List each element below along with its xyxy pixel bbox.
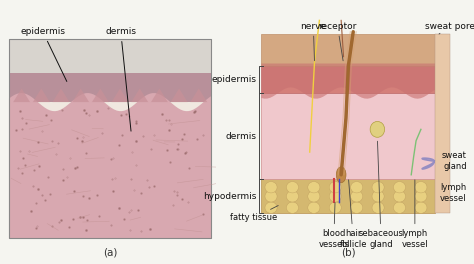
Ellipse shape xyxy=(336,167,346,183)
Circle shape xyxy=(265,202,277,213)
Circle shape xyxy=(372,191,384,202)
FancyBboxPatch shape xyxy=(261,93,436,179)
Circle shape xyxy=(372,182,384,193)
Text: (b): (b) xyxy=(341,247,356,257)
Ellipse shape xyxy=(370,121,385,137)
Polygon shape xyxy=(131,88,148,102)
FancyBboxPatch shape xyxy=(261,179,436,213)
Circle shape xyxy=(265,191,277,202)
Circle shape xyxy=(329,191,341,202)
Circle shape xyxy=(265,182,277,193)
Circle shape xyxy=(351,182,363,193)
Polygon shape xyxy=(92,88,109,102)
Text: dermis: dermis xyxy=(105,27,136,131)
FancyBboxPatch shape xyxy=(9,39,211,75)
Polygon shape xyxy=(261,64,436,99)
Circle shape xyxy=(286,202,299,213)
Circle shape xyxy=(308,182,320,193)
Text: sweat
gland: sweat gland xyxy=(442,152,467,171)
Circle shape xyxy=(351,202,363,213)
FancyBboxPatch shape xyxy=(9,39,211,238)
Text: nerve: nerve xyxy=(300,22,327,61)
Polygon shape xyxy=(171,88,188,102)
FancyBboxPatch shape xyxy=(261,66,436,93)
Text: fatty tissue: fatty tissue xyxy=(230,206,278,222)
Polygon shape xyxy=(151,88,168,102)
Text: lymph
vessel: lymph vessel xyxy=(401,180,428,249)
Circle shape xyxy=(372,202,384,213)
Text: epidermis: epidermis xyxy=(20,27,67,82)
Circle shape xyxy=(329,202,341,213)
Text: (a): (a) xyxy=(103,247,118,257)
Text: receptor: receptor xyxy=(319,22,357,61)
Text: dermis: dermis xyxy=(226,132,256,141)
Circle shape xyxy=(393,191,406,202)
Text: sebaceous
gland: sebaceous gland xyxy=(359,141,403,249)
Circle shape xyxy=(308,202,320,213)
Circle shape xyxy=(308,191,320,202)
Text: hypodermis: hypodermis xyxy=(203,192,256,201)
Polygon shape xyxy=(53,88,69,102)
Polygon shape xyxy=(33,88,50,102)
Circle shape xyxy=(415,191,427,202)
Polygon shape xyxy=(13,88,30,102)
Text: sweat pore: sweat pore xyxy=(425,22,474,34)
Circle shape xyxy=(351,191,363,202)
Text: epidermis: epidermis xyxy=(211,75,256,84)
Circle shape xyxy=(286,182,299,193)
Circle shape xyxy=(393,202,406,213)
Text: blood
vessels: blood vessels xyxy=(319,202,349,249)
Polygon shape xyxy=(72,88,89,102)
FancyBboxPatch shape xyxy=(436,34,450,213)
Circle shape xyxy=(286,191,299,202)
Polygon shape xyxy=(111,88,128,102)
Circle shape xyxy=(415,202,427,213)
FancyBboxPatch shape xyxy=(9,73,211,102)
Circle shape xyxy=(415,182,427,193)
Polygon shape xyxy=(9,93,211,238)
FancyBboxPatch shape xyxy=(261,34,436,66)
Polygon shape xyxy=(191,88,207,102)
Circle shape xyxy=(393,182,406,193)
Text: lymph
vessel: lymph vessel xyxy=(440,183,467,203)
Text: hair
follicle: hair follicle xyxy=(339,180,367,249)
Circle shape xyxy=(329,182,341,193)
